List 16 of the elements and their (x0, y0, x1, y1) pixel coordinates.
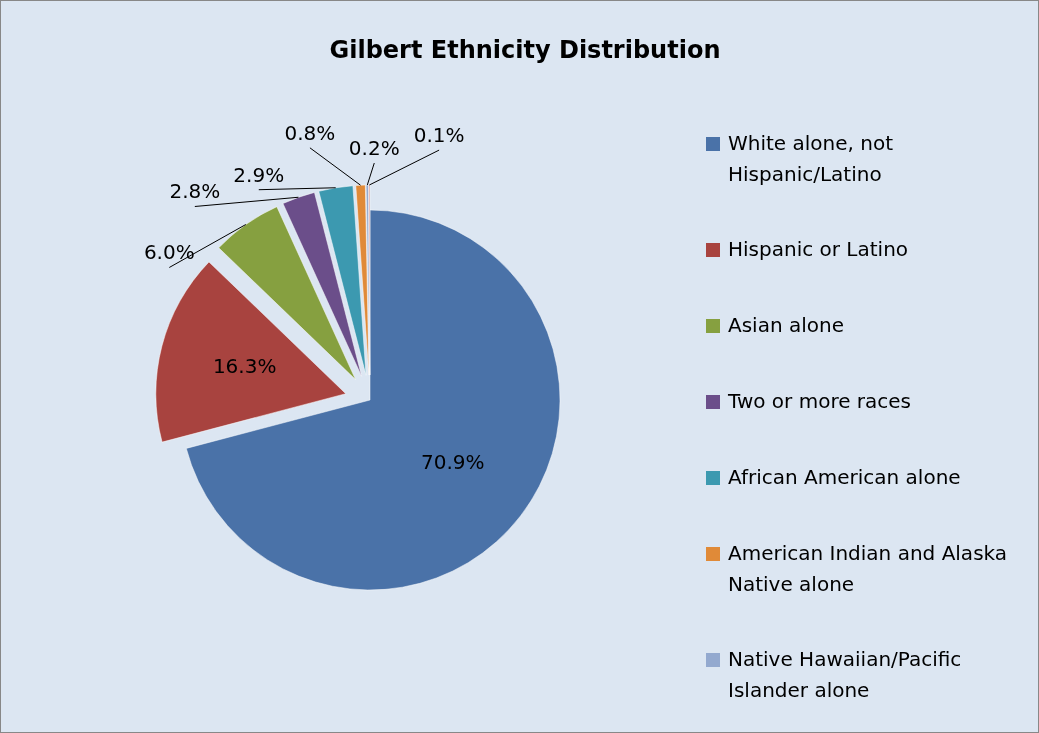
legend-label: American Indian and Alaska Native alone (728, 541, 1008, 596)
legend-label: African American alone (728, 465, 961, 489)
legend-label: Hispanic or Latino (728, 237, 909, 261)
legend-label: Native Hawaiian/Pacific Islander alone (728, 647, 962, 702)
legend-label: Asian alone (728, 313, 844, 337)
data-label: 0.8% (284, 120, 336, 145)
data-label: 6.0% (143, 240, 195, 265)
data-label: 70.9% (421, 450, 485, 475)
data-label: 2.9% (233, 162, 285, 187)
legend-label: Two or more races (727, 389, 912, 413)
chart-title: Gilbert Ethnicity Distribution (329, 36, 721, 64)
data-label: 0.2% (348, 136, 400, 161)
legend-label: White alone, not Hispanic/Latino (728, 131, 894, 186)
data-label: 16.3% (212, 353, 277, 378)
data-label: 2.8% (169, 179, 221, 204)
data-label: 0.1% (413, 123, 465, 148)
